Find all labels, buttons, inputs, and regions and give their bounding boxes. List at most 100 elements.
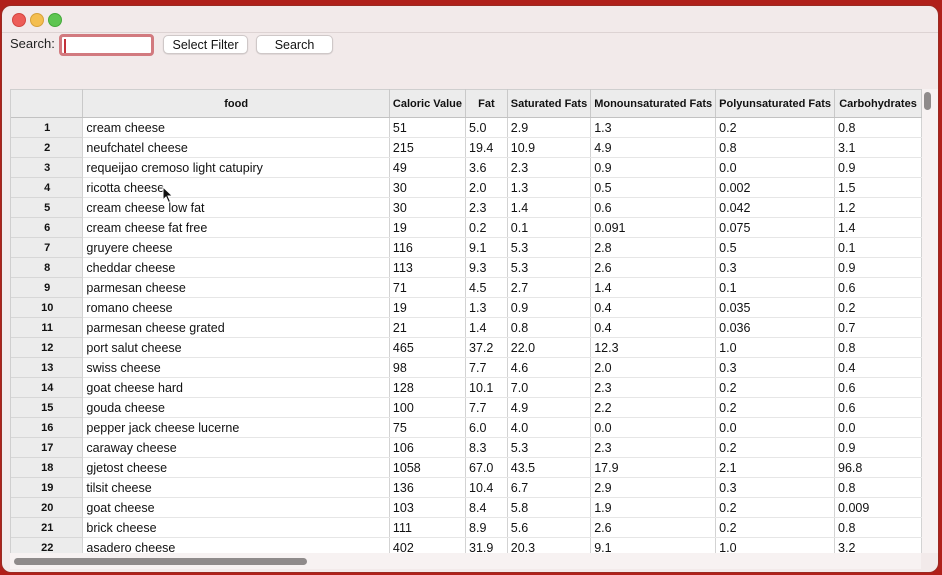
table-cell[interactable]: 0.1: [507, 217, 592, 238]
table-cell[interactable]: 0.8: [834, 517, 922, 538]
table-cell[interactable]: tilsit cheese: [82, 477, 390, 498]
table-cell[interactable]: 31.9: [465, 537, 508, 553]
column-header[interactable]: Fat: [465, 89, 508, 118]
table-row[interactable]: 2 neufchatel cheese 215 19.4 10.9 4.9 0.8 3.1: [11, 137, 922, 158]
table-cell[interactable]: 465: [389, 337, 467, 358]
table-cell[interactable]: goat cheese: [82, 497, 390, 518]
table-cell[interactable]: 9.1: [590, 537, 717, 553]
table-cell[interactable]: 9.1: [465, 237, 508, 258]
table-cell[interactable]: 0.9: [834, 157, 922, 178]
vertical-scrollbar[interactable]: [922, 89, 938, 553]
table-cell[interactable]: 0.075: [715, 217, 836, 238]
table-cell[interactable]: 0.0: [715, 157, 836, 178]
table-cell[interactable]: 116: [389, 237, 467, 258]
table-cell[interactable]: 0.2: [715, 117, 836, 138]
table-cell[interactable]: 0.0: [590, 417, 717, 438]
table-cell[interactable]: 9.3: [465, 257, 508, 278]
table-cell[interactable]: 5.8: [507, 497, 592, 518]
table-cell[interactable]: 4.9: [590, 137, 717, 158]
table-cell[interactable]: 0.009: [834, 497, 922, 518]
row-number-header[interactable]: [11, 89, 84, 118]
table-cell[interactable]: 20.3: [507, 537, 592, 553]
table-cell[interactable]: 0.3: [715, 477, 836, 498]
table-cell[interactable]: 30: [389, 197, 467, 218]
table-cell[interactable]: 98: [389, 357, 467, 378]
table-cell[interactable]: requeijao cremoso light catupiry: [82, 157, 390, 178]
table-cell[interactable]: gruyere cheese: [82, 237, 390, 258]
row-number[interactable]: 18: [11, 457, 84, 478]
row-number[interactable]: 11: [11, 317, 84, 338]
table-cell[interactable]: 1.3: [507, 177, 592, 198]
table-cell[interactable]: 0.4: [834, 357, 922, 378]
table-cell[interactable]: 0.2: [715, 397, 836, 418]
table-cell[interactable]: 3.6: [465, 157, 508, 178]
table-cell[interactable]: 4.9: [507, 397, 592, 418]
table-cell[interactable]: 2.3: [507, 157, 592, 178]
table-cell[interactable]: 71: [389, 277, 467, 298]
table-cell[interactable]: 128: [389, 377, 467, 398]
table-cell[interactable]: 5.3: [507, 257, 592, 278]
table-row[interactable]: 3 requeijao cremoso light catupiry 49 3.6 2.…: [11, 157, 922, 178]
column-header[interactable]: Polyunsaturated Fats: [715, 89, 836, 118]
table-row[interactable]: 7 gruyere cheese 116 9.1 5.3 2.8 0.5 0.1: [11, 237, 922, 258]
column-header[interactable]: food: [82, 89, 390, 118]
table-cell[interactable]: 5.0: [465, 117, 508, 138]
table-cell[interactable]: 3.1: [834, 137, 922, 158]
table-cell[interactable]: 43.5: [507, 457, 592, 478]
table-cell[interactable]: 7.0: [507, 377, 592, 398]
table-cell[interactable]: 113: [389, 257, 467, 278]
table-row[interactable]: 11 parmesan cheese grated 21 1.4 0.8 0.4 0.036…: [11, 317, 922, 338]
table-cell[interactable]: 10.9: [507, 137, 592, 158]
column-header[interactable]: Caloric Value: [389, 89, 467, 118]
table-row[interactable]: 22 asadero cheese 402 31.9 20.3 9.1 1.0 3.2: [11, 537, 922, 553]
table-cell[interactable]: caraway cheese: [82, 437, 390, 458]
table-row[interactable]: 16 pepper jack cheese lucerne 75 6.0 4.0 0.0 0…: [11, 417, 922, 438]
table-cell[interactable]: 75: [389, 417, 467, 438]
table-cell[interactable]: 1.3: [590, 117, 717, 138]
table-cell[interactable]: 7.7: [465, 397, 508, 418]
row-number[interactable]: 13: [11, 357, 84, 378]
table-cell[interactable]: 0.8: [834, 477, 922, 498]
table-cell[interactable]: 0.9: [834, 257, 922, 278]
table-cell[interactable]: 0.042: [715, 197, 836, 218]
table-cell[interactable]: 0.3: [715, 257, 836, 278]
table-cell[interactable]: 0.7: [834, 317, 922, 338]
table-cell[interactable]: 0.6: [590, 197, 717, 218]
table-cell[interactable]: 2.6: [590, 517, 717, 538]
table-cell[interactable]: 0.036: [715, 317, 836, 338]
row-number[interactable]: 7: [11, 237, 84, 258]
table-cell[interactable]: 0.2: [715, 517, 836, 538]
table-cell[interactable]: romano cheese: [82, 297, 390, 318]
table-cell[interactable]: 0.4: [590, 317, 717, 338]
table-cell[interactable]: 19.4: [465, 137, 508, 158]
table-cell[interactable]: 2.1: [715, 457, 836, 478]
horizontal-scroll-thumb[interactable]: [14, 558, 307, 565]
table-cell[interactable]: 2.9: [507, 117, 592, 138]
column-header[interactable]: Monounsaturated Fats: [590, 89, 717, 118]
table-cell[interactable]: 103: [389, 497, 467, 518]
table-cell[interactable]: port salut cheese: [82, 337, 390, 358]
row-number[interactable]: 21: [11, 517, 84, 538]
table-cell[interactable]: 0.5: [590, 177, 717, 198]
table-cell[interactable]: 6.0: [465, 417, 508, 438]
table-cell[interactable]: 4.5: [465, 277, 508, 298]
table-cell[interactable]: 111: [389, 517, 467, 538]
table-cell[interactable]: 0.5: [715, 237, 836, 258]
table-cell[interactable]: gouda cheese: [82, 397, 390, 418]
table-cell[interactable]: 30: [389, 177, 467, 198]
table-row[interactable]: 18 gjetost cheese 1058 67.0 43.5 17.9 2.1 96.8: [11, 457, 922, 478]
row-number[interactable]: 10: [11, 297, 84, 318]
row-number[interactable]: 15: [11, 397, 84, 418]
table-cell[interactable]: 106: [389, 437, 467, 458]
table-cell[interactable]: cream cheese low fat: [82, 197, 390, 218]
row-number[interactable]: 12: [11, 337, 84, 358]
table-cell[interactable]: 1.4: [507, 197, 592, 218]
row-number[interactable]: 14: [11, 377, 84, 398]
table-cell[interactable]: 0.002: [715, 177, 836, 198]
table-cell[interactable]: 2.0: [465, 177, 508, 198]
table-cell[interactable]: 2.8: [590, 237, 717, 258]
table-cell[interactable]: pepper jack cheese lucerne: [82, 417, 390, 438]
table-cell[interactable]: 1.4: [590, 277, 717, 298]
table-cell[interactable]: 215: [389, 137, 467, 158]
row-number[interactable]: 1: [11, 117, 84, 138]
